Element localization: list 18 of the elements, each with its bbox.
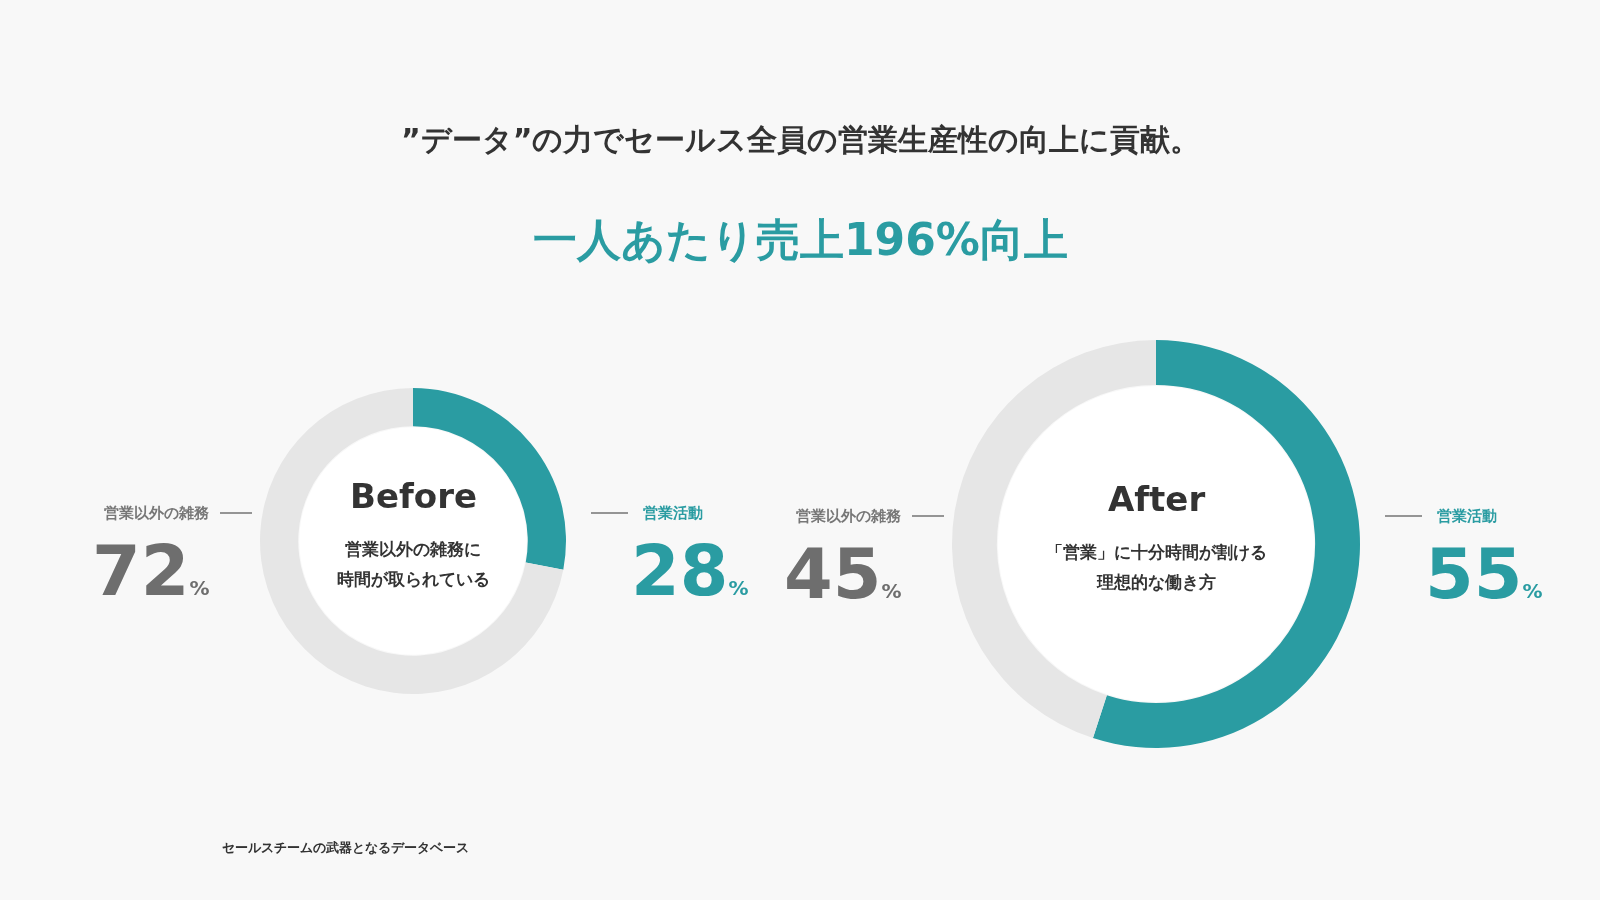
- donut-slice: [260, 388, 564, 694]
- slice-label: 営業活動: [1437, 507, 1497, 525]
- text: 理想的な働き方: [1096, 572, 1216, 592]
- text: 「営業」に十分時間が割ける: [1046, 542, 1267, 562]
- text: 一人あたり売上196%向上: [533, 214, 1068, 265]
- data-label: 55%: [1425, 533, 1543, 615]
- text: ”データ”の力でセールス全員の営業生産性の向上に貢献。: [401, 122, 1201, 157]
- data-label: 45%: [784, 533, 902, 615]
- slice-label: 営業以外の雑務: [796, 507, 902, 525]
- text: 営業以外の雑務に: [345, 539, 481, 559]
- text: 時間が取られている: [337, 569, 490, 589]
- slice-label: 営業以外の雑務: [104, 504, 210, 522]
- text: Before: [350, 476, 477, 516]
- text: After: [1108, 479, 1206, 519]
- data-label: 72%: [92, 530, 210, 612]
- slice-label: 営業活動: [643, 504, 703, 522]
- text: セールスチームの武器となるデータベース: [222, 840, 469, 855]
- data-label: 28%: [631, 530, 749, 612]
